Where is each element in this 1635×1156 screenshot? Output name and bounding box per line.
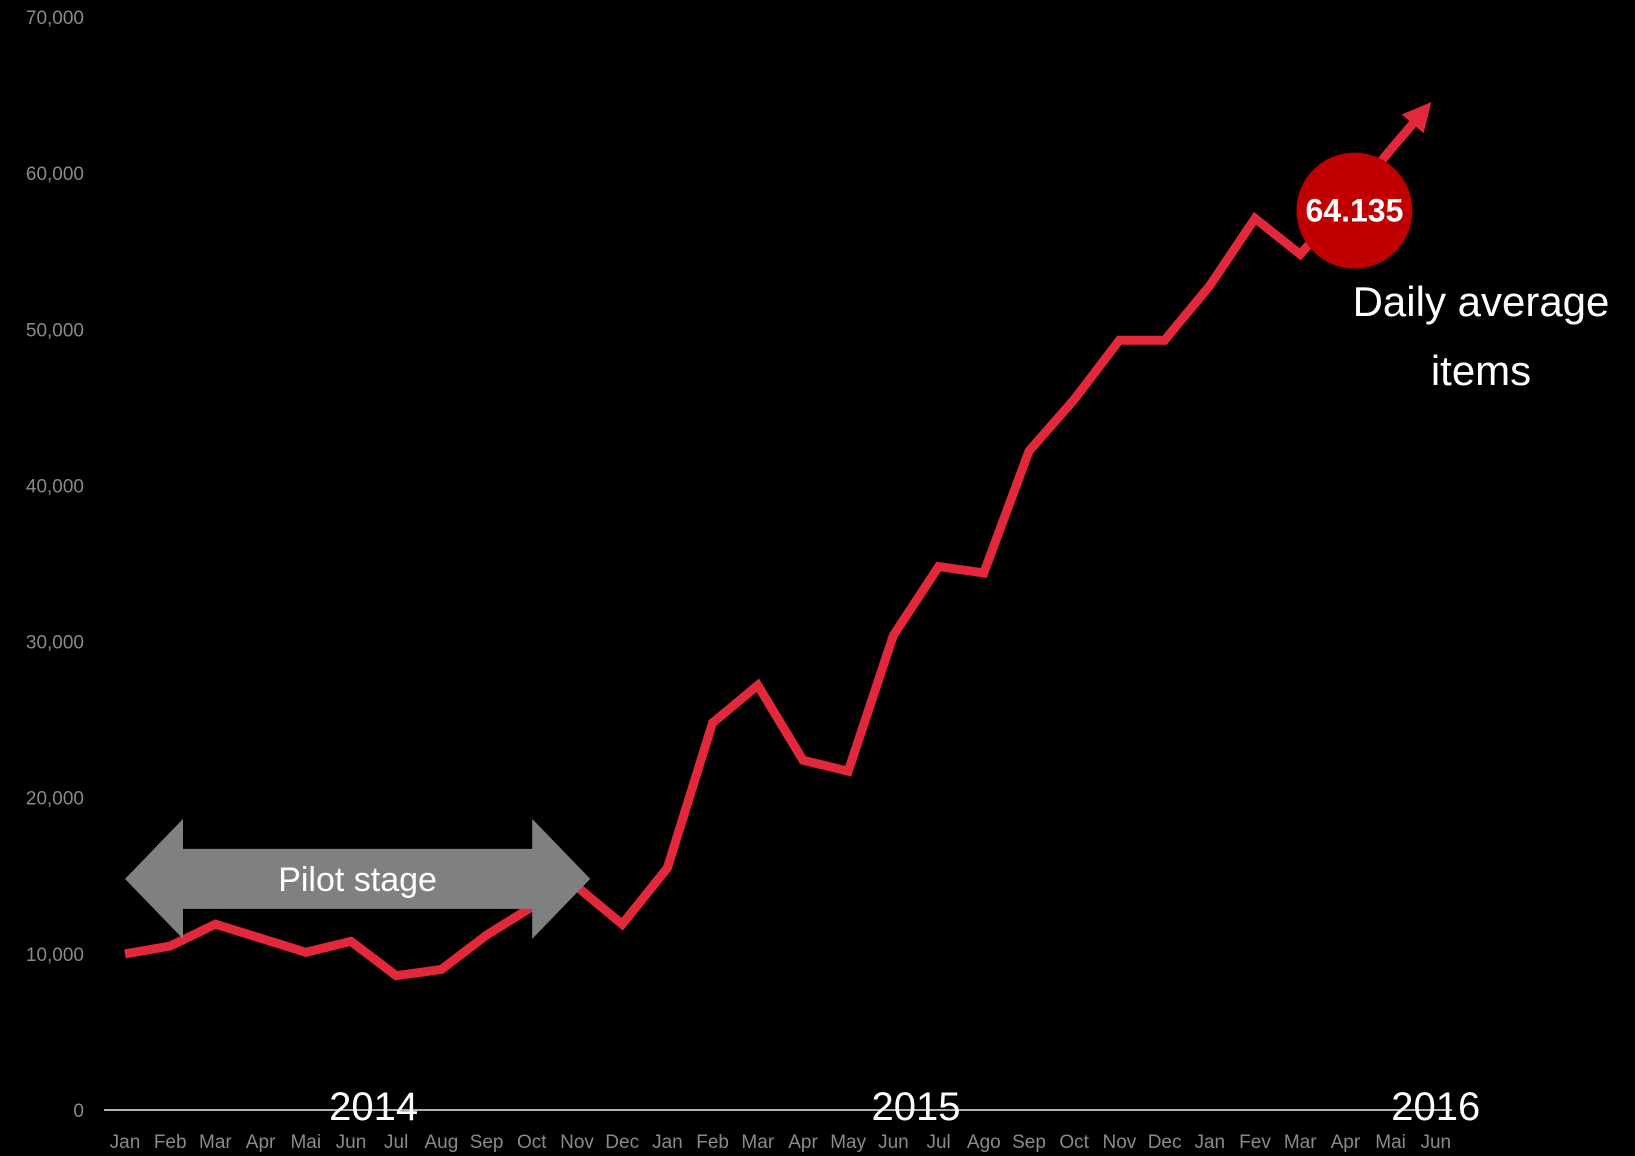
data-point	[1115, 336, 1123, 344]
y-axis: 0 10,000 20,000 30,000 40,000 50,000 60,000 70,…	[26, 8, 84, 1122]
growth-arrow	[1387, 102, 1432, 153]
note-line-1: Daily average	[1353, 278, 1610, 325]
data-point	[1206, 282, 1214, 290]
pilot-stage-double-arrow	[125, 818, 591, 939]
x-tick-label: Apr	[788, 1132, 818, 1153]
x-tick-label: Mar	[1284, 1132, 1317, 1153]
data-point	[844, 767, 852, 775]
year-labels: 2014 2015 2016	[329, 1085, 1480, 1129]
data-point	[166, 942, 174, 950]
latest-value-badge: 64.135	[1296, 152, 1413, 269]
y-tick-label: 0	[73, 1101, 84, 1122]
x-axis: Jan Feb Mar Apr Mai Jun Jul Aug Sep Oct Nov Dec Jan F…	[104, 1109, 1452, 1153]
x-tick-label: Jul	[384, 1132, 408, 1153]
x-tick-label: Jun	[336, 1132, 367, 1153]
x-tick-label: Apr	[1331, 1132, 1361, 1153]
x-tick-label: Mai	[290, 1132, 321, 1153]
data-point	[302, 948, 310, 956]
x-tick-label: Jun	[1420, 1132, 1451, 1153]
x-tick-label: Dec	[1148, 1132, 1182, 1153]
badge-value: 64.135	[1306, 193, 1404, 229]
data-point	[1025, 447, 1033, 455]
note-line-2: items	[1431, 347, 1531, 394]
x-tick-label: Jan	[110, 1132, 141, 1153]
x-tick-label: Feb	[696, 1132, 729, 1153]
y-tick-label: 30,000	[26, 633, 84, 654]
x-tick-label: Jul	[926, 1132, 950, 1153]
y-tick-label: 10,000	[26, 945, 84, 966]
x-tick-label: Mar	[199, 1132, 232, 1153]
data-point	[1387, 146, 1395, 154]
x-tick-label: Ago	[967, 1132, 1001, 1153]
data-point	[935, 563, 943, 571]
x-tick-label: Sep	[470, 1132, 504, 1153]
x-tick-label: Sep	[1012, 1132, 1046, 1153]
x-tick-label: Mai	[1375, 1132, 1406, 1153]
data-point	[1070, 396, 1078, 404]
x-tick-label: Feb	[154, 1132, 187, 1153]
y-tick-label: 50,000	[26, 320, 84, 341]
data-point	[211, 920, 219, 928]
x-tick-label: Oct	[1059, 1132, 1089, 1153]
data-point	[618, 920, 626, 928]
data-point	[754, 681, 762, 689]
series-line	[124, 146, 1395, 981]
data-point	[1296, 250, 1304, 258]
y-tick-label: 70,000	[26, 8, 84, 29]
year-label: 2015	[872, 1085, 961, 1129]
x-tick-label: Nov	[1103, 1132, 1137, 1153]
year-label: 2016	[1391, 1085, 1480, 1129]
x-tick-label: May	[830, 1132, 866, 1153]
data-point	[1432, 105, 1440, 113]
y-tick-label: 40,000	[26, 476, 84, 497]
y-tick-label: 20,000	[26, 789, 84, 810]
data-point	[709, 719, 717, 727]
x-tick-label: Jan	[1194, 1132, 1225, 1153]
x-tick-label: Aug	[424, 1132, 458, 1153]
daily-average-note: Daily average items	[1353, 278, 1610, 394]
data-point	[121, 950, 129, 958]
x-tick-label: Dec	[605, 1132, 639, 1153]
year-label: 2014	[329, 1085, 418, 1129]
data-point	[1251, 214, 1259, 222]
series-layer	[121, 102, 1440, 981]
data-point	[347, 937, 355, 945]
data-point	[889, 631, 897, 639]
x-tick-label: Jun	[878, 1132, 909, 1153]
data-point	[437, 965, 445, 973]
pilot-stage-annotation: Pilot stage	[125, 818, 591, 939]
data-point	[1161, 336, 1169, 344]
x-tick-label: Mar	[741, 1132, 774, 1153]
pilot-stage-label: Pilot stage	[278, 861, 437, 899]
data-point	[663, 864, 671, 872]
x-tick-label: Fev	[1239, 1132, 1271, 1153]
data-point	[483, 931, 491, 939]
x-tick-label: Jan	[652, 1132, 683, 1153]
x-tick-label: Apr	[246, 1132, 276, 1153]
x-tick-label: Nov	[560, 1132, 594, 1153]
data-point	[799, 756, 807, 764]
y-tick-label: 60,000	[26, 164, 84, 185]
data-point	[257, 934, 265, 942]
data-point	[980, 569, 988, 577]
data-point	[392, 972, 400, 980]
badge-circle	[1296, 152, 1413, 269]
x-tick-label: Oct	[517, 1132, 547, 1153]
